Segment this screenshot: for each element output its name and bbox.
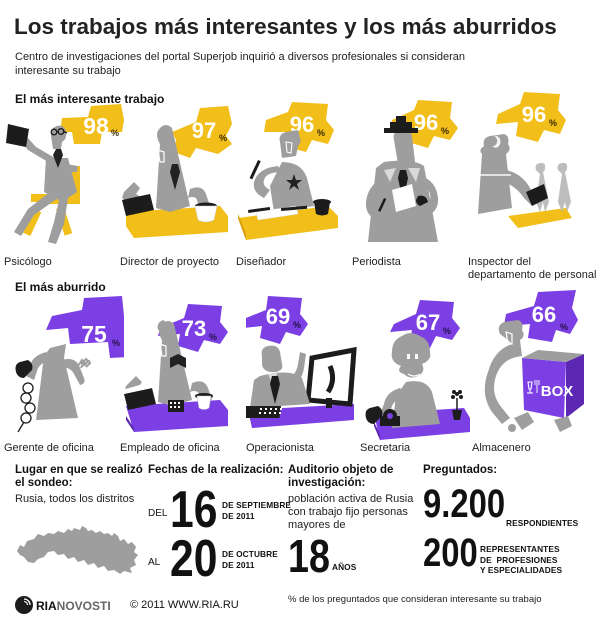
svg-text:%: % bbox=[441, 126, 449, 136]
svg-text:%: % bbox=[443, 326, 451, 336]
svg-text:%: % bbox=[317, 128, 325, 138]
svg-text:73: 73 bbox=[182, 316, 206, 341]
svg-text:97: 97 bbox=[192, 118, 216, 143]
svg-text:75: 75 bbox=[81, 321, 107, 347]
svg-text:%: % bbox=[209, 332, 217, 342]
svg-text:%: % bbox=[293, 320, 301, 330]
svg-text:69: 69 bbox=[266, 304, 290, 329]
svg-text:96: 96 bbox=[522, 102, 546, 127]
svg-text:67: 67 bbox=[416, 310, 440, 335]
svg-text:%: % bbox=[111, 128, 119, 138]
svg-text:%: % bbox=[560, 322, 568, 332]
svg-text:%: % bbox=[112, 338, 120, 348]
svg-text:BOX: BOX bbox=[541, 383, 574, 400]
svg-text:%: % bbox=[219, 133, 227, 143]
svg-text:98: 98 bbox=[83, 113, 109, 139]
svg-text:66: 66 bbox=[532, 302, 556, 327]
svg-text:%: % bbox=[549, 118, 557, 128]
